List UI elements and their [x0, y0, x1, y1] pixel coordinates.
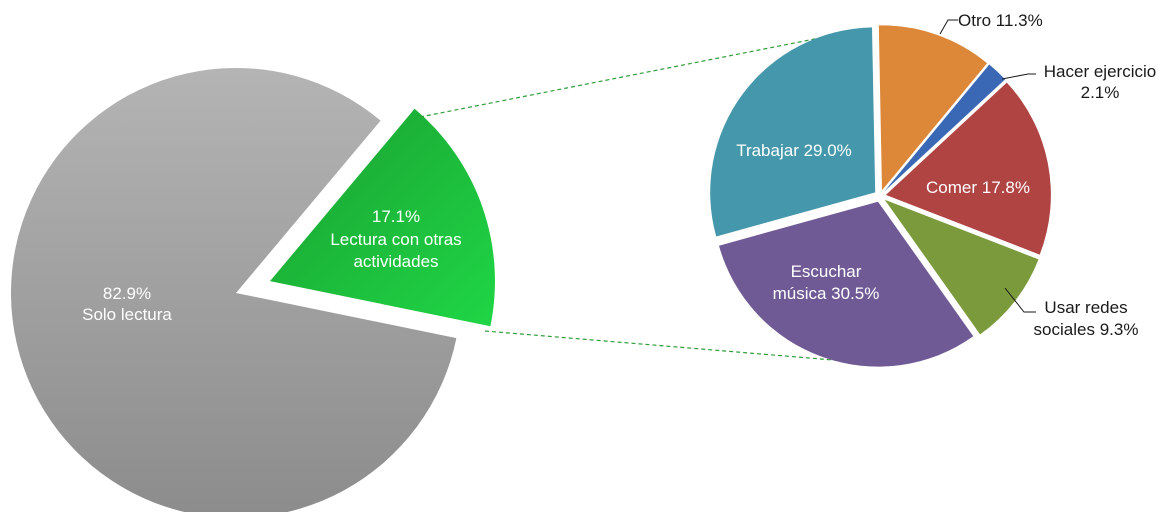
- slice-trabajar: [710, 27, 876, 237]
- main-pie: [10, 68, 495, 512]
- leader-line-redes: [1004, 287, 1036, 313]
- slice-usar-redes-sociales: [884, 199, 1039, 335]
- label-ejercicio-line1: Hacer ejercicio: [1044, 62, 1156, 81]
- label-ejercicio-line2: 2.1%: [1081, 83, 1120, 102]
- secondary-pie: [710, 25, 1051, 367]
- connector-line-top: [419, 32, 846, 118]
- label-trabajar: Trabajar 29.0%: [736, 141, 852, 160]
- label-solo-lectura-name: Solo lectura: [82, 305, 172, 324]
- connector-line-bottom: [484, 330, 846, 362]
- slice-solo-lectura: [10, 68, 457, 512]
- label-redes-line1: Usar redes: [1044, 298, 1127, 317]
- label-musica-line1: Escuchar: [791, 262, 862, 281]
- label-otro: Otro 11.3%: [958, 11, 1043, 30]
- slice-otro: [878, 25, 988, 191]
- label-redes-line2: sociales 9.3%: [1034, 320, 1139, 339]
- leader-line-ejercicio: [1001, 73, 1036, 80]
- slice-hacer-ejercicio: [884, 64, 1006, 192]
- label-solo-lectura-pct: 82.9%: [103, 284, 151, 303]
- slice-lectura-con-otras-actividades: [270, 108, 495, 327]
- label-musica-line2: música 30.5%: [773, 284, 880, 303]
- slice-comer: [885, 82, 1051, 255]
- leader-line-otro: [939, 19, 958, 35]
- slice-escuchar-musica: [719, 201, 974, 367]
- label-lectura-name-line2: actividades: [353, 252, 438, 271]
- label-lectura-pct: 17.1%: [372, 207, 420, 226]
- label-lectura-name-line1: Lectura con otras: [330, 230, 461, 249]
- label-comer: Comer 17.8%: [926, 178, 1030, 197]
